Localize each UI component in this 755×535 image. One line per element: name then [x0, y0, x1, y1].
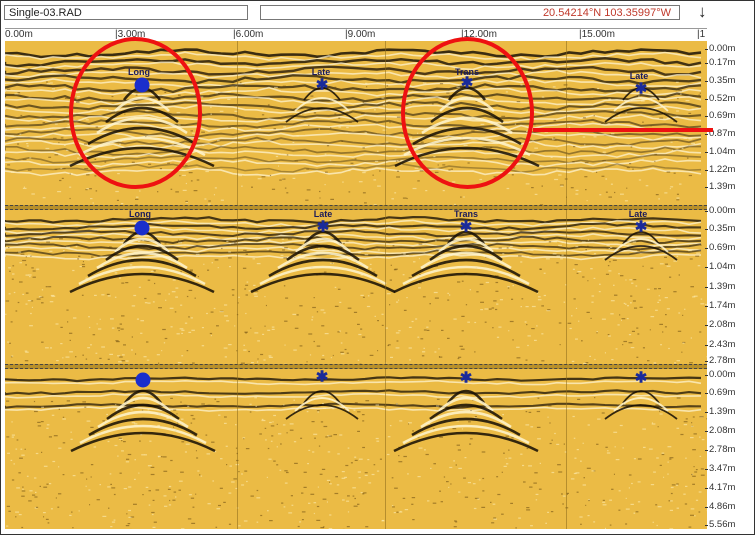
- panel-divider: [237, 41, 238, 529]
- depth-tick-label: 1.04m: [704, 146, 736, 157]
- target-dot-marker: [134, 220, 150, 236]
- section-label: Late: [628, 209, 648, 219]
- depth-tick-label: 1.74m: [704, 300, 736, 311]
- file-title: Single-03.RAD: [4, 5, 248, 20]
- depth-tick-label: 4.86m: [704, 501, 736, 512]
- depth-scale-row2: 0.00m 0.35m 0.69m 1.04m 1.39m 1.74m 2.08…: [704, 205, 755, 366]
- ruler-tick-label: |3.00m: [115, 29, 146, 40]
- depth-tick-label: 0.69m: [704, 387, 736, 398]
- depth-tick-label: 0.35m: [704, 223, 736, 234]
- depth-tick-label: 5.56m: [704, 519, 736, 530]
- target-star-marker: ✱: [634, 369, 648, 387]
- depth-tick-label: 2.43m: [704, 339, 736, 350]
- depth-tick-label: 1.39m: [704, 281, 736, 292]
- target-star-marker: ✱: [634, 218, 648, 236]
- ruler-tick-label: |9.00m: [345, 29, 376, 40]
- target-star-marker: ✱: [459, 218, 473, 236]
- depth-scale-row3: 0.00m 0.69m 1.39m 2.08m 2.78m 3.47m 4.17…: [704, 367, 755, 533]
- ruler-tick-label: |15.00m: [579, 29, 615, 40]
- depth-tick-label: 1.39m: [704, 406, 736, 417]
- panel-divider: [566, 41, 567, 529]
- ruler-tick-label: |12.00m: [461, 29, 497, 40]
- depth-scale-row1: 0.00m 0.17m 0.35m 0.52m 0.69m 0.87m 1.04…: [704, 41, 755, 205]
- depth-tick-label: 2.08m: [704, 425, 736, 436]
- target-star-marker: ✱: [315, 368, 329, 386]
- target-star-marker: ✱: [634, 80, 648, 98]
- depth-tick-label: 3.47m: [704, 463, 736, 474]
- ruler-tick-label: |6.00m: [233, 29, 264, 40]
- depth-tick-label: 0.69m: [704, 242, 736, 253]
- depth-tick-label: 4.17m: [704, 482, 736, 493]
- target-star-marker: ✱: [315, 76, 329, 94]
- depth-tick-label: 0.17m: [704, 57, 736, 68]
- depth-tick-label: 1.04m: [704, 261, 736, 272]
- depth-tick-label: 0.35m: [704, 75, 736, 86]
- depth-tick-label: 1.39m: [704, 181, 736, 192]
- section-label: Late: [629, 71, 649, 81]
- depth-tick-label: 0.87m: [704, 128, 736, 139]
- target-star-marker: ✱: [459, 369, 473, 387]
- depth-tick-label: 0.00m: [704, 205, 736, 216]
- row-separator: [5, 205, 707, 210]
- depth-tick-label: 0.52m: [704, 93, 736, 104]
- depth-tick-label: 0.00m: [704, 369, 736, 380]
- ruler-tick-label: |1: [697, 29, 706, 40]
- highlight-ellipse: [401, 37, 534, 189]
- section-label: Long: [129, 209, 151, 219]
- ruler-tick-label: 0.00m: [5, 29, 33, 40]
- depth-tick-label: 2.78m: [704, 444, 736, 455]
- target-star-marker: ✱: [316, 218, 330, 236]
- depth-tick-label: 2.08m: [704, 319, 736, 330]
- row-separator: [5, 364, 707, 369]
- gps-coordinates: 20.54214°N 103.35997°W: [542, 7, 671, 19]
- section-label: Late: [311, 67, 331, 77]
- target-dot-marker: [135, 372, 151, 388]
- depth-tick-label: 1.22m: [704, 164, 736, 175]
- section-label: Late: [313, 209, 333, 219]
- coordinate-readout-box: 20.54214°N 103.35997°W: [260, 5, 680, 20]
- annotation-pointer-line: [533, 128, 713, 132]
- depth-tick-label: 0.00m: [704, 43, 736, 54]
- highlight-ellipse: [69, 37, 202, 189]
- depth-tick-label: 2.78m: [704, 355, 736, 366]
- panel-divider: [385, 41, 386, 529]
- section-label: Trans: [453, 209, 479, 219]
- down-arrow-icon[interactable]: ↓: [698, 2, 707, 21]
- depth-tick-label: 0.69m: [704, 110, 736, 121]
